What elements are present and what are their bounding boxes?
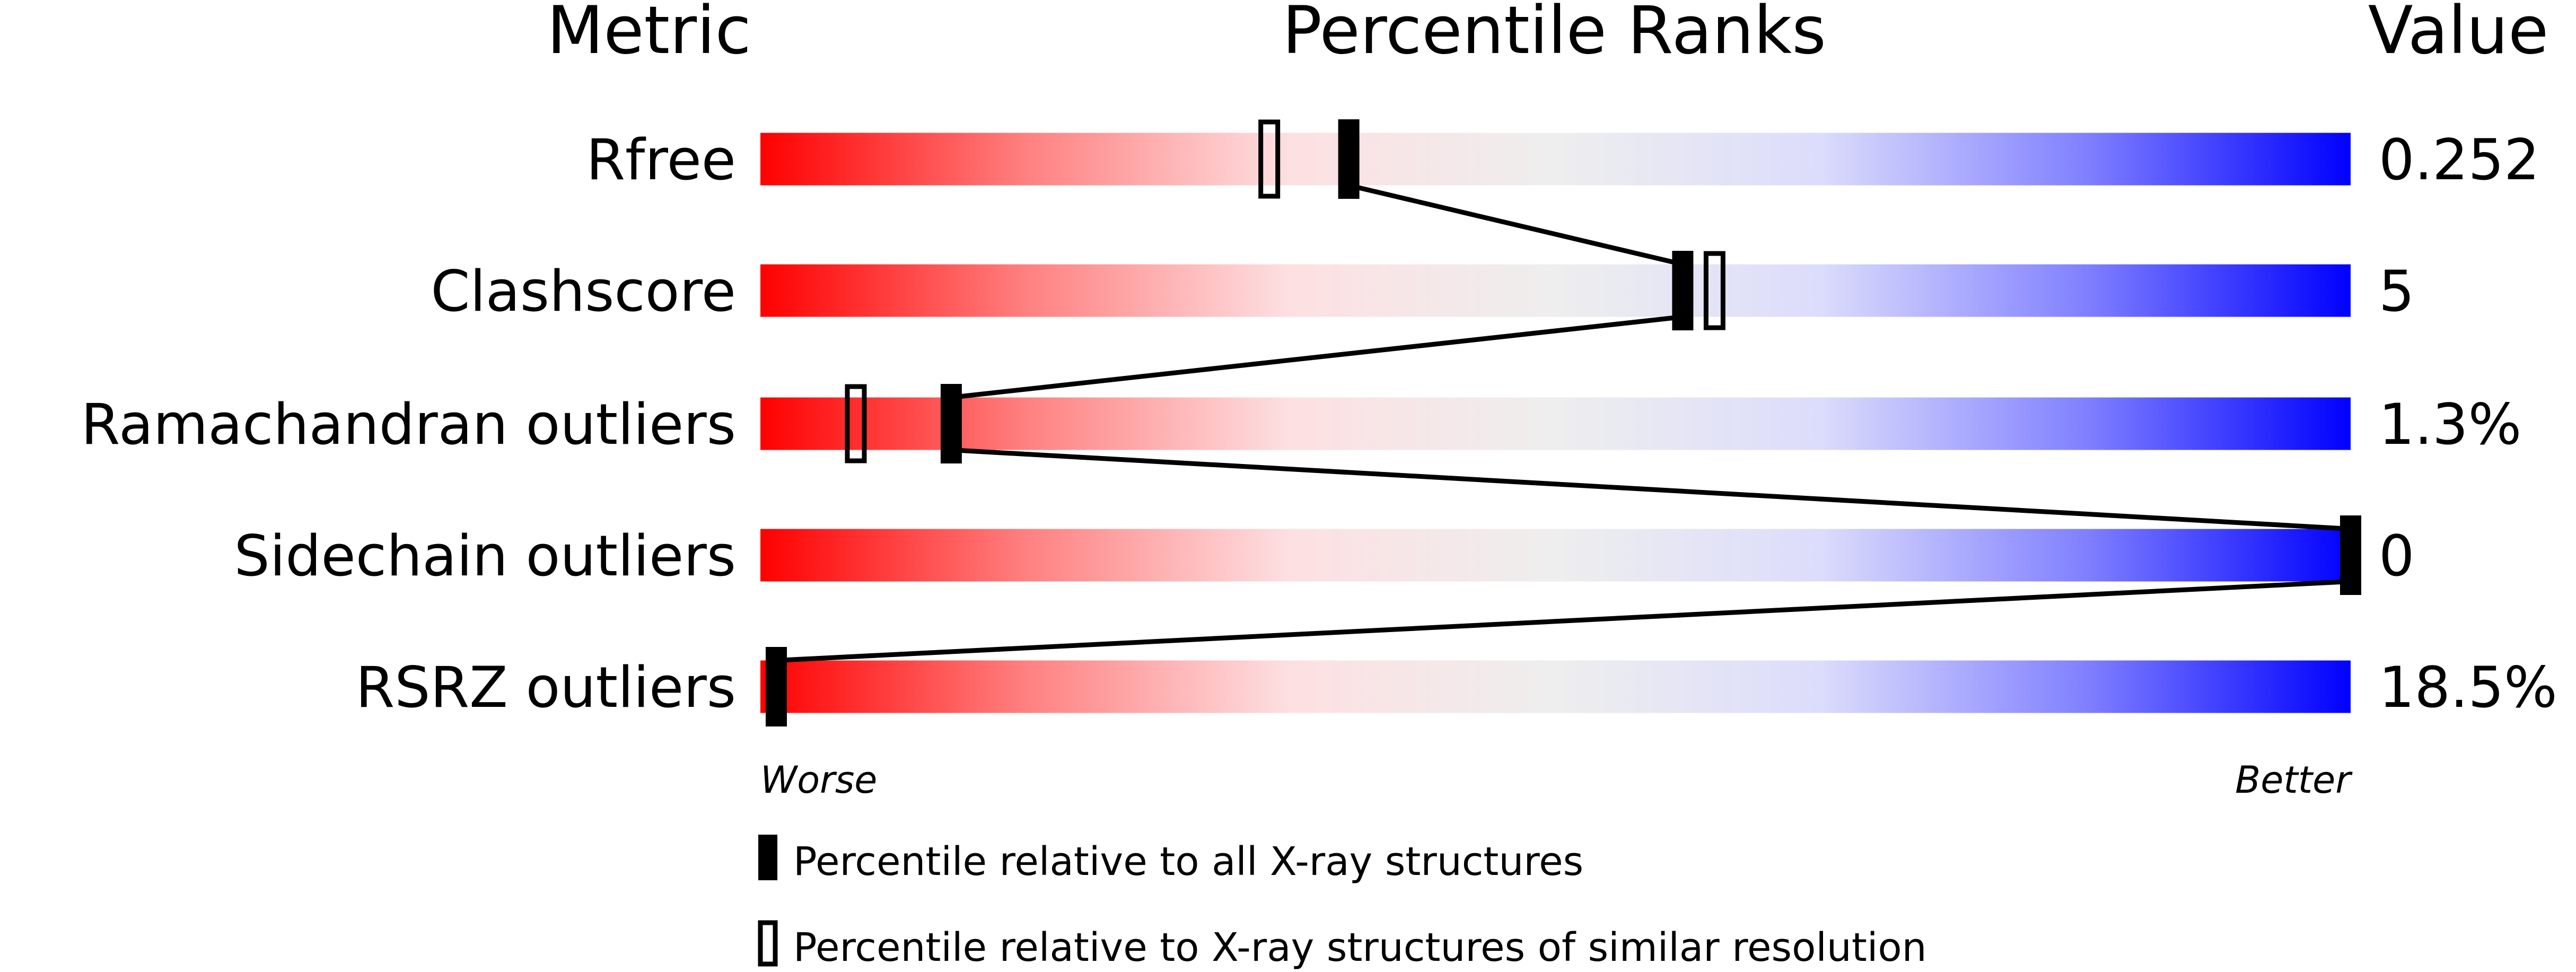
legend-filled-marker	[758, 835, 777, 880]
metric-label: Ramachandran outliers	[81, 392, 736, 457]
legend-hollow-marker	[758, 920, 778, 967]
connector-line	[1348, 183, 1684, 267]
metric-value: 5	[2379, 259, 2414, 324]
similar-resolution-marker	[1703, 251, 1725, 330]
all-structures-marker	[1672, 251, 1694, 330]
metric-value: 0	[2379, 523, 2414, 589]
legend: Percentile relative to all X-ray structu…	[758, 835, 1927, 970]
all-structures-marker	[765, 647, 787, 726]
metric-value: 18.5%	[2379, 655, 2557, 720]
header-value: Value	[2368, 0, 2549, 69]
metric-label: Sidechain outliers	[234, 523, 737, 589]
connector-line	[776, 579, 2351, 663]
metric-value: 0.252	[2379, 127, 2539, 192]
legend-label-all: Percentile relative to all X-ray structu…	[793, 839, 1583, 885]
similar-resolution-marker	[845, 384, 867, 463]
header-percentile-ranks: Percentile Ranks	[1282, 0, 1826, 69]
metric-label: RSRZ outliers	[356, 655, 736, 720]
header-metric: Metric	[547, 0, 751, 69]
percentile-bar	[760, 529, 2351, 582]
percentile-bar	[760, 397, 2351, 450]
percentile-bar	[760, 264, 2351, 317]
percentile-bar	[760, 133, 2351, 186]
axis-label-better: Better	[2235, 758, 2353, 802]
all-structures-marker	[1338, 119, 1360, 199]
metric-value: 1.3%	[2379, 392, 2521, 457]
legend-label-similar: Percentile relative to X-ray structures …	[793, 925, 1927, 970]
connector-line	[951, 314, 1683, 400]
all-structures-marker	[940, 384, 962, 463]
percentile-bar	[760, 660, 2351, 713]
all-structures-marker	[2340, 515, 2361, 595]
axis-label-worse: Worse	[760, 758, 877, 802]
metric-label: Rfree	[586, 127, 736, 192]
connector-line	[951, 448, 2351, 531]
metric-label: Clashscore	[431, 259, 736, 324]
similar-resolution-marker	[1258, 119, 1281, 199]
